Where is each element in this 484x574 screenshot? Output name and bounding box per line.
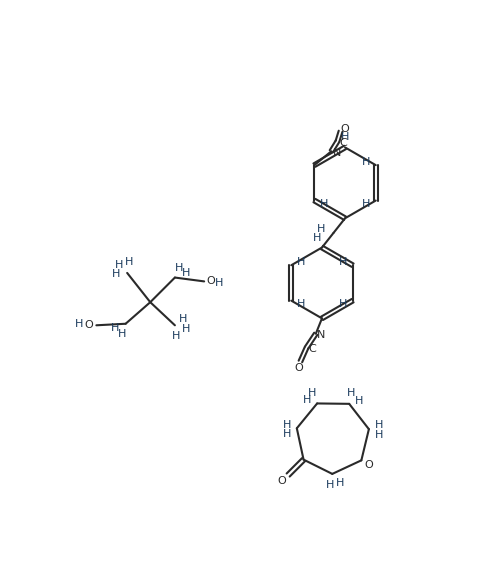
Text: H: H xyxy=(283,420,291,430)
Text: H: H xyxy=(336,478,344,488)
Text: H: H xyxy=(375,420,383,430)
Text: O: O xyxy=(206,277,215,286)
Text: O: O xyxy=(84,320,93,330)
Text: H: H xyxy=(125,257,134,267)
Text: H: H xyxy=(283,429,291,439)
Text: H: H xyxy=(118,329,126,339)
Text: H: H xyxy=(182,324,190,334)
Text: H: H xyxy=(297,257,305,267)
Text: O: O xyxy=(294,363,303,373)
Text: H: H xyxy=(317,224,325,234)
Text: H: H xyxy=(341,133,349,142)
Text: H: H xyxy=(172,331,181,341)
Text: H: H xyxy=(308,387,317,398)
Text: C: C xyxy=(340,138,348,148)
Text: H: H xyxy=(326,480,334,490)
Text: O: O xyxy=(364,460,374,470)
Text: H: H xyxy=(303,395,311,405)
Text: H: H xyxy=(215,278,224,288)
Text: H: H xyxy=(179,314,187,324)
Text: H: H xyxy=(175,262,183,273)
Text: H: H xyxy=(182,268,190,278)
Text: H: H xyxy=(355,395,363,406)
Text: H: H xyxy=(362,199,370,208)
Text: H: H xyxy=(297,298,305,309)
Text: O: O xyxy=(278,476,287,486)
Text: H: H xyxy=(362,157,370,167)
Text: H: H xyxy=(338,298,347,309)
Text: H: H xyxy=(75,319,84,329)
Text: H: H xyxy=(338,257,347,267)
Text: N: N xyxy=(333,148,342,158)
Text: H: H xyxy=(112,269,121,280)
Text: H: H xyxy=(320,199,329,208)
Text: H: H xyxy=(312,233,321,243)
Text: H: H xyxy=(111,323,119,332)
Text: H: H xyxy=(347,388,355,398)
Text: H: H xyxy=(375,429,383,440)
Text: N: N xyxy=(317,330,325,340)
Text: H: H xyxy=(115,260,123,270)
Text: C: C xyxy=(308,344,316,354)
Text: O: O xyxy=(340,124,349,134)
